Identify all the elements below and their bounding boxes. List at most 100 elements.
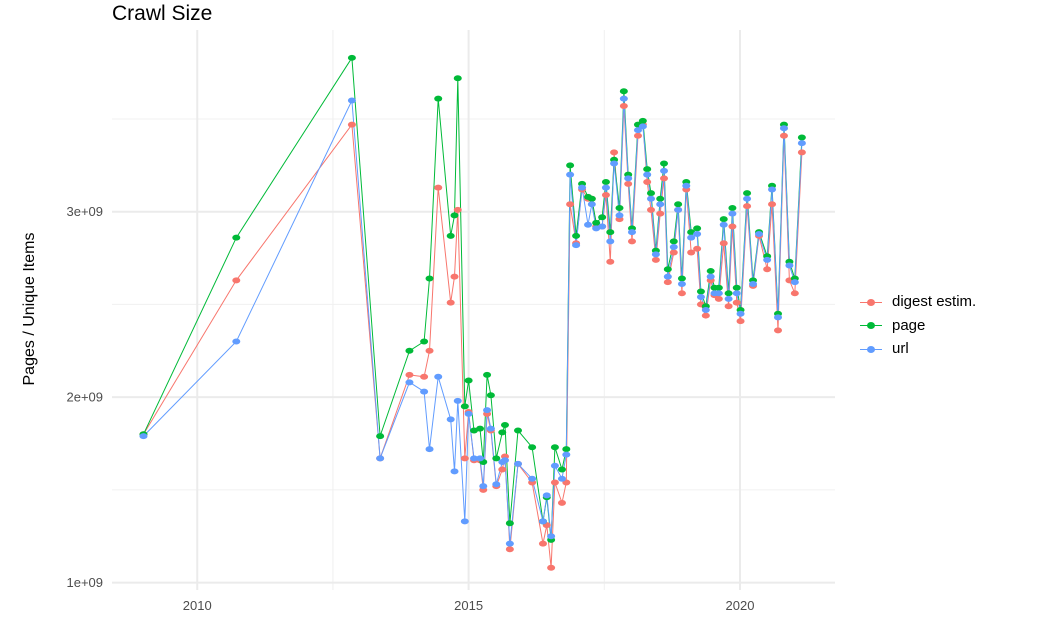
data-point-url [584, 221, 593, 228]
data-point-digest-estim [601, 192, 610, 199]
data-point-digest-estim [347, 121, 356, 128]
y-tick-label: 2e+09 [66, 390, 103, 405]
data-point-url [677, 281, 686, 288]
data-point-page [505, 520, 514, 527]
data-point-page [566, 162, 575, 169]
data-point-url [790, 279, 799, 286]
data-point-url [486, 425, 495, 432]
data-point-url [615, 212, 624, 219]
data-point-url [646, 195, 655, 202]
data-point-digest-estim [736, 318, 745, 325]
data-point-digest-estim [460, 455, 469, 462]
data-point-digest-estim [656, 210, 665, 217]
data-point-digest-estim [450, 273, 459, 280]
data-point-url [606, 238, 615, 245]
data-point-url [446, 416, 455, 423]
data-point-page [724, 290, 733, 297]
data-point-digest-estim [434, 184, 443, 191]
data-point-url [724, 295, 733, 302]
data-point-page [420, 338, 429, 345]
data-point-digest-estim [693, 245, 702, 252]
data-point-page [619, 88, 628, 95]
data-point-digest-estim [677, 290, 686, 297]
data-point-page [587, 195, 596, 202]
data-point-url [763, 256, 772, 263]
data-point-url [587, 201, 596, 208]
data-point-url [660, 167, 669, 174]
data-point-digest-estim [619, 103, 628, 110]
data-point-url [638, 123, 647, 130]
data-point-url [682, 182, 691, 189]
data-point-url [633, 127, 642, 134]
legend-key [858, 295, 884, 309]
data-point-page [598, 214, 607, 221]
data-point-url [768, 186, 777, 193]
legend-key [858, 318, 884, 332]
data-point-url [749, 281, 758, 288]
data-point-digest-estim [651, 256, 660, 263]
data-point-digest-estim [797, 149, 806, 156]
data-point-url [572, 242, 581, 249]
legend-item: digest estim. [858, 290, 976, 314]
data-point-digest-estim [624, 180, 633, 187]
data-point-url [728, 210, 737, 217]
data-point-url [643, 171, 652, 178]
data-point-page [434, 95, 443, 102]
data-point-page [460, 403, 469, 410]
data-point-digest-estim [547, 564, 556, 571]
data-point-url [425, 446, 434, 453]
data-point-page [719, 216, 728, 223]
data-point-url [505, 540, 514, 547]
data-point-url [627, 229, 636, 236]
data-point-page [669, 238, 678, 245]
x-tick-label: 2020 [726, 598, 755, 613]
data-point-url [347, 97, 356, 104]
x-tick-label: 2010 [183, 598, 212, 613]
legend: digest estim. page url [858, 290, 976, 361]
data-point-url [651, 251, 660, 258]
data-point-digest-estim [724, 303, 733, 310]
data-point-digest-estim [669, 249, 678, 256]
data-point-url [420, 388, 429, 395]
data-point-url [500, 457, 509, 464]
data-point-digest-estim [701, 312, 710, 319]
data-point-url [453, 397, 462, 404]
legend-label: digest estim. [892, 293, 977, 311]
data-point-digest-estim [728, 223, 737, 230]
data-point-page [500, 421, 509, 428]
data-point-digest-estim [779, 132, 788, 139]
data-point-digest-estim [446, 299, 455, 306]
data-point-url [797, 140, 806, 147]
data-point-page [453, 75, 462, 82]
data-point-page [483, 371, 492, 378]
data-point-page [693, 225, 702, 232]
data-point-page [677, 275, 686, 282]
data-point-page [696, 288, 705, 295]
data-point-page [646, 190, 655, 197]
data-point-page [464, 377, 473, 384]
data-point-digest-estim [743, 203, 752, 210]
data-point-page [562, 446, 571, 453]
data-point-url [542, 492, 551, 499]
data-point-page [797, 134, 806, 141]
data-point-page [498, 429, 507, 436]
data-point-digest-estim [646, 206, 655, 213]
data-point-page [232, 234, 241, 241]
data-point-digest-estim [425, 347, 434, 354]
data-point-url [464, 410, 473, 417]
data-point-page [660, 160, 669, 167]
data-point-digest-estim [660, 175, 669, 182]
data-point-page [656, 195, 665, 202]
data-point-url [460, 518, 469, 525]
data-point-digest-estim [610, 149, 619, 156]
data-point-digest-estim [643, 179, 652, 186]
data-point-page [714, 284, 723, 291]
legend-label: url [892, 340, 909, 358]
data-point-digest-estim [714, 295, 723, 302]
data-point-digest-estim [790, 290, 799, 297]
data-point-page [643, 166, 652, 173]
data-point-page [514, 427, 523, 434]
data-point-page [528, 444, 537, 451]
data-point-url [434, 373, 443, 380]
